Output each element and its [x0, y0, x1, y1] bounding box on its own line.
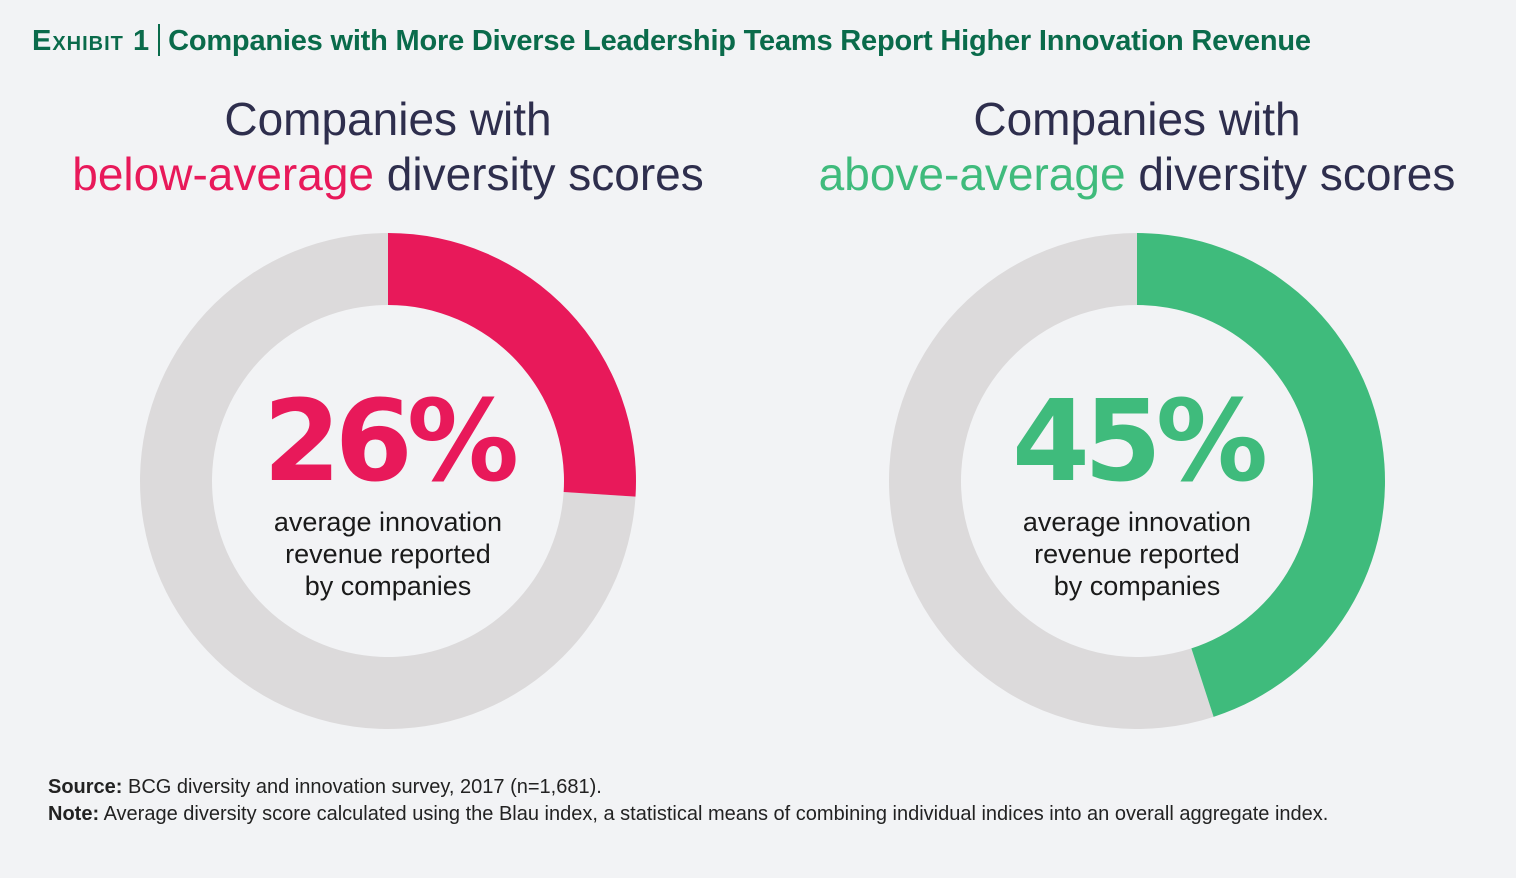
left-desc-line: by companies [304, 571, 472, 601]
note-label: Note: [48, 803, 100, 825]
left-heading-post: diversity scores [386, 148, 704, 200]
title-divider [158, 24, 161, 56]
left-desc-line: average innovation [273, 507, 503, 537]
exhibit-label: Exhibit 1 [32, 25, 151, 57]
source-text: BCG diversity and innovation survey, 201… [122, 776, 602, 798]
right-description: average innovation revenue reported by c… [977, 506, 1297, 602]
title-text: Companies with More Diverse Leadership T… [168, 25, 1311, 57]
right-value-label: 45% [1011, 377, 1268, 507]
donut-above-average [888, 233, 1385, 729]
note-line: Note: Average diversity score calculated… [48, 801, 1448, 828]
exhibit-title: Exhibit 1 Companies with More Diverse Lea… [32, 24, 1311, 58]
right-desc-line: revenue reported [1034, 539, 1240, 569]
right-heading-line1: Companies with [973, 93, 1301, 145]
source-line: Source: BCG diversity and innovation sur… [48, 774, 1448, 801]
left-value-label: 26% [262, 377, 519, 507]
left-desc-line: revenue reported [285, 539, 491, 569]
right-desc-line: by companies [1053, 571, 1221, 601]
donut-value-slice [388, 233, 636, 497]
left-heading: Companies with below-average diversity s… [8, 92, 768, 202]
left-center-label: 26% average innovation revenue reported … [228, 378, 548, 602]
right-heading-highlight: above-average [818, 148, 1126, 200]
right-heading: Companies with above-average diversity s… [757, 92, 1516, 202]
left-heading-highlight: below-average [72, 148, 374, 200]
right-heading-post: diversity scores [1138, 148, 1456, 200]
source-label: Source: [48, 776, 123, 798]
footnotes: Source: BCG diversity and innovation sur… [48, 774, 1448, 828]
note-text: Average diversity score calculated using… [99, 803, 1329, 825]
left-description: average innovation revenue reported by c… [228, 506, 548, 602]
right-center-label: 45% average innovation revenue reported … [977, 378, 1297, 602]
donut-remainder-slice [888, 233, 1214, 729]
left-heading-line1: Companies with [224, 93, 552, 145]
right-desc-line: average innovation [1022, 507, 1252, 537]
donut-value-slice [1137, 233, 1385, 717]
donut-below-average [140, 233, 636, 729]
